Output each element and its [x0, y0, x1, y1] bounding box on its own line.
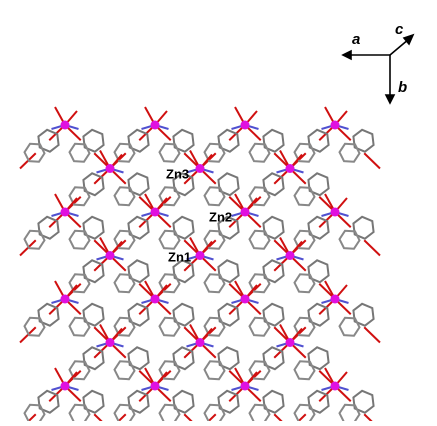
ligand-ring — [115, 187, 135, 205]
zn-atom — [61, 382, 70, 391]
bond — [94, 414, 110, 421]
zn-atom — [241, 382, 250, 391]
arrow-head — [386, 95, 394, 103]
ligand-ring — [25, 318, 45, 336]
ligand-ring — [340, 231, 360, 249]
axis-label: c — [395, 21, 404, 38]
bond — [364, 240, 380, 255]
zn-atom — [106, 338, 115, 347]
ligand-ring — [115, 274, 135, 292]
axis-label: a — [352, 31, 360, 48]
ligand-ring — [25, 144, 45, 162]
atom-label: Zn3 — [166, 166, 189, 181]
zn-atom — [151, 382, 160, 391]
ligand-ring — [160, 231, 180, 249]
ligand-ring — [295, 187, 315, 205]
zn-atom — [286, 251, 295, 260]
zn-atom — [331, 382, 340, 391]
zn-atom — [331, 121, 340, 130]
bond — [274, 414, 290, 421]
ligand-ring — [205, 187, 225, 205]
bond — [364, 153, 380, 168]
zn-atom — [151, 208, 160, 217]
ligand-ring — [70, 231, 90, 249]
ligand-ring — [340, 144, 360, 162]
ligand-ring — [205, 274, 225, 292]
zn-atom — [241, 295, 250, 304]
ligand-ring — [70, 405, 90, 421]
ligand-ring — [205, 361, 225, 379]
ligand-ring — [340, 405, 360, 421]
axis-label: b — [398, 79, 407, 96]
zn-atom — [241, 121, 250, 130]
ligand-ring — [160, 144, 180, 162]
zn-atom — [331, 295, 340, 304]
ligand-ring — [250, 144, 270, 162]
ligand-ring — [25, 231, 45, 249]
zn-atom — [61, 121, 70, 130]
bond — [364, 327, 380, 342]
bond — [184, 414, 200, 421]
ligand-ring — [70, 144, 90, 162]
atom-label: Zn2 — [209, 209, 232, 224]
ligand-ring — [115, 405, 135, 421]
ligand-ring — [340, 318, 360, 336]
ligand-ring — [25, 405, 45, 421]
page: {"axes": {"a": "a", "c": "c", "b": "b"},… — [0, 0, 437, 421]
zn-atom — [106, 251, 115, 260]
zn-atom — [241, 208, 250, 217]
zn-atom — [286, 164, 295, 173]
ligand-ring — [250, 405, 270, 421]
ligand-ring — [160, 318, 180, 336]
atom-label: Zn1 — [168, 249, 191, 264]
arrow-head — [343, 51, 351, 59]
ligand-ring — [295, 405, 315, 421]
zn-atom — [151, 295, 160, 304]
zn-atom — [196, 338, 205, 347]
zn-atom — [61, 208, 70, 217]
zn-atom — [106, 164, 115, 173]
crystal-structure: a c b Zn3 Zn2 Zn1 — [0, 0, 437, 421]
ligand-ring — [70, 318, 90, 336]
bond — [364, 414, 380, 421]
ligand-ring — [295, 361, 315, 379]
zn-atom — [196, 164, 205, 173]
lattice — [20, 107, 380, 421]
ligand-ring — [205, 405, 225, 421]
zn-atom — [151, 121, 160, 130]
ligand-ring — [250, 318, 270, 336]
ligand-ring — [295, 274, 315, 292]
zn-atom — [196, 251, 205, 260]
zn-atom — [331, 208, 340, 217]
ligand-ring — [250, 231, 270, 249]
zn-atom — [286, 338, 295, 347]
zn-atom — [61, 295, 70, 304]
ligand-ring — [115, 361, 135, 379]
ligand-ring — [160, 405, 180, 421]
